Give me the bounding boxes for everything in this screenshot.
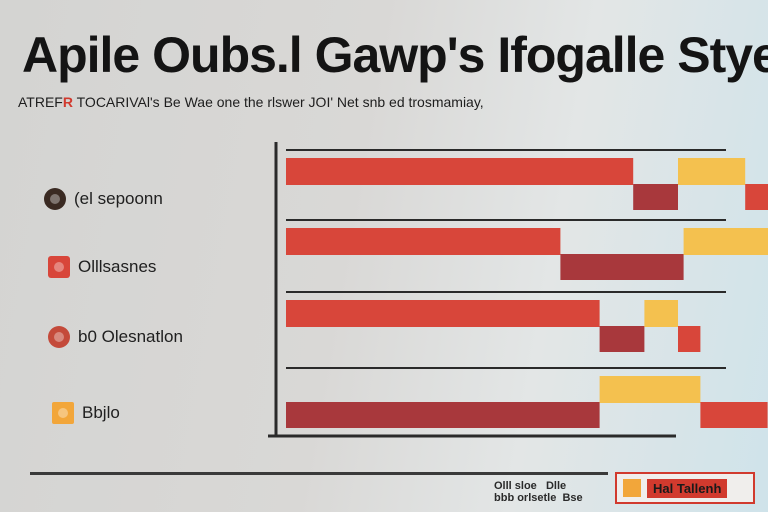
bottom-divider	[30, 472, 608, 475]
bar-segment	[644, 300, 678, 327]
bar-segment	[560, 254, 684, 280]
chart-subtitle: ATREFR TOCARIVAl's Be Wae one the rlswer…	[18, 94, 484, 110]
legend-badge: Hal Tallenh	[615, 472, 755, 504]
bar-segment	[683, 228, 768, 255]
category-label: Olllsasnes	[78, 257, 157, 276]
footnote-right-2: Bse	[562, 492, 583, 504]
category-row: Olllsasnes	[48, 252, 156, 282]
category-label: b0 Olesnatlon	[78, 327, 183, 346]
bar-segment	[700, 402, 768, 428]
subtitle-prefix: ATREF	[18, 94, 63, 110]
footnote-right-1: Dlle	[545, 480, 567, 492]
bar-segment	[286, 158, 634, 185]
footnote-line-2: bbb orlsetle	[494, 492, 557, 504]
subtitle-text: TOCARIVAl's Be Wae one the rlswer JOI' N…	[76, 94, 484, 110]
category-row: Bbjlo	[52, 398, 120, 428]
bar-segment	[286, 300, 600, 327]
footnote: Olll sloe Dlle bbb orlsetle Bse	[494, 480, 583, 504]
legend-label: Hal Tallenh	[647, 478, 728, 498]
bar-segment	[599, 376, 701, 403]
bar-segment	[599, 326, 645, 352]
envelope-icon	[52, 402, 74, 424]
bar-segment	[286, 402, 600, 428]
stack-icon	[44, 188, 66, 210]
category-label: Bbjlo	[82, 403, 120, 422]
category-label: (el sepoonn	[74, 189, 163, 208]
footnote-line-1: Olll sloe	[494, 480, 537, 492]
category-row: b0 Olesnatlon	[48, 322, 183, 352]
bar-segment	[633, 184, 678, 210]
bar-segment	[678, 158, 746, 185]
bar-segment	[286, 228, 561, 255]
tag-icon	[48, 256, 70, 278]
legend-swatch	[623, 479, 641, 497]
bar-segment	[745, 184, 768, 210]
heart-icon	[48, 326, 70, 348]
subtitle-accent: R	[62, 94, 73, 110]
chart-title: Apile Oubs.l Gawp's Ifogalle Stye	[22, 27, 768, 83]
category-row: (el sepoonn	[44, 184, 163, 214]
bar-segment	[678, 326, 701, 352]
